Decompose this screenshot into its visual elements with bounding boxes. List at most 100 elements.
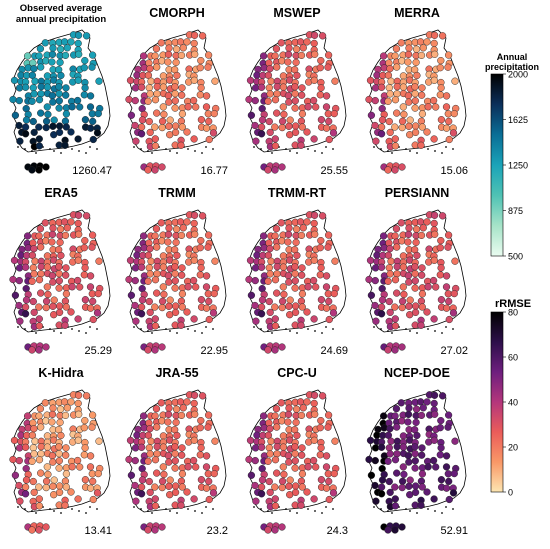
station-point: [67, 128, 75, 136]
station-point: [61, 231, 70, 240]
station-point: [312, 283, 320, 291]
station-point: [291, 104, 299, 112]
station-point: [178, 264, 186, 272]
station-point: [258, 116, 267, 124]
station-point: [202, 283, 211, 291]
station-point: [386, 308, 394, 317]
station-point: [197, 296, 206, 304]
station-point: [48, 230, 57, 239]
station-point: [293, 71, 301, 80]
station-point: [35, 142, 44, 150]
station-point: [257, 310, 266, 318]
station-point: [330, 289, 338, 298]
station-point: [442, 272, 451, 280]
station-point: [153, 243, 161, 251]
station-point: [152, 45, 161, 53]
station-point: [35, 456, 44, 464]
station-point: [55, 128, 64, 137]
station-point: [151, 276, 160, 284]
station-point: [21, 263, 30, 271]
islet: [296, 152, 298, 154]
station-point: [372, 317, 380, 325]
station-point: [404, 238, 412, 246]
station-point: [151, 322, 160, 330]
islet: [31, 150, 33, 152]
islet: [53, 510, 55, 512]
korea-map: [9, 29, 111, 174]
station-point: [16, 317, 24, 325]
station-point: [189, 276, 198, 285]
station-point: [94, 289, 102, 298]
station-point: [432, 283, 440, 291]
islet: [434, 150, 436, 152]
station-point: [329, 309, 338, 317]
station-point: [271, 123, 279, 131]
islet: [285, 148, 287, 150]
islet: [307, 328, 309, 330]
station-point: [391, 322, 400, 330]
station-point: [265, 297, 273, 306]
station-point: [63, 44, 71, 52]
station-point: [377, 263, 386, 271]
station-point: [317, 56, 325, 65]
station-point: [384, 97, 392, 105]
station-point: [145, 297, 153, 306]
panel-title: CMORPH: [149, 6, 205, 20]
station-point: [81, 56, 89, 65]
station-point: [132, 317, 140, 325]
precip-tick-label: 1250: [508, 161, 528, 171]
korea-map: [245, 29, 347, 174]
station-point: [144, 277, 152, 285]
station-point: [451, 77, 459, 85]
islet: [31, 330, 33, 332]
station-point: [29, 477, 37, 486]
station-point: [62, 444, 70, 452]
station-point: [291, 128, 300, 137]
station-point: [61, 501, 69, 509]
precip-tick-label: 875: [508, 206, 523, 216]
station-point: [89, 297, 97, 306]
station-point: [55, 284, 63, 292]
islet: [35, 152, 37, 154]
station-point: [184, 103, 192, 111]
station-point: [391, 276, 400, 284]
islet: [169, 150, 171, 152]
station-point: [62, 483, 70, 491]
rrmse-tick-label: 0: [508, 488, 513, 498]
station-point: [75, 230, 83, 238]
station-point: [273, 289, 281, 297]
map-panel: MSWEP 25.55: [245, 6, 348, 177]
station-point: [177, 141, 185, 149]
station-point: [423, 128, 431, 136]
station-point: [279, 103, 287, 111]
islet: [332, 328, 334, 330]
station-point: [131, 96, 139, 105]
islet: [187, 148, 189, 150]
station-point: [74, 135, 82, 143]
station-point: [430, 31, 439, 39]
islet: [78, 330, 80, 332]
islet: [194, 330, 196, 332]
station-point: [62, 91, 70, 99]
station-point: [437, 236, 445, 245]
station-point: [397, 219, 405, 227]
station-point: [62, 84, 70, 92]
station-point: [48, 58, 56, 66]
station-point: [418, 303, 426, 311]
station-point: [89, 117, 97, 126]
station-point: [62, 470, 71, 478]
station-point: [75, 410, 83, 418]
station-point: [445, 117, 453, 126]
station-point: [209, 309, 218, 317]
station-point: [271, 346, 279, 354]
station-point: [438, 32, 447, 40]
station-point: [204, 51, 213, 59]
station-point: [322, 272, 331, 280]
station-point: [86, 272, 95, 280]
station-point: [379, 52, 388, 60]
islet: [296, 332, 298, 334]
station-point: [442, 103, 451, 111]
station-point: [310, 211, 319, 219]
